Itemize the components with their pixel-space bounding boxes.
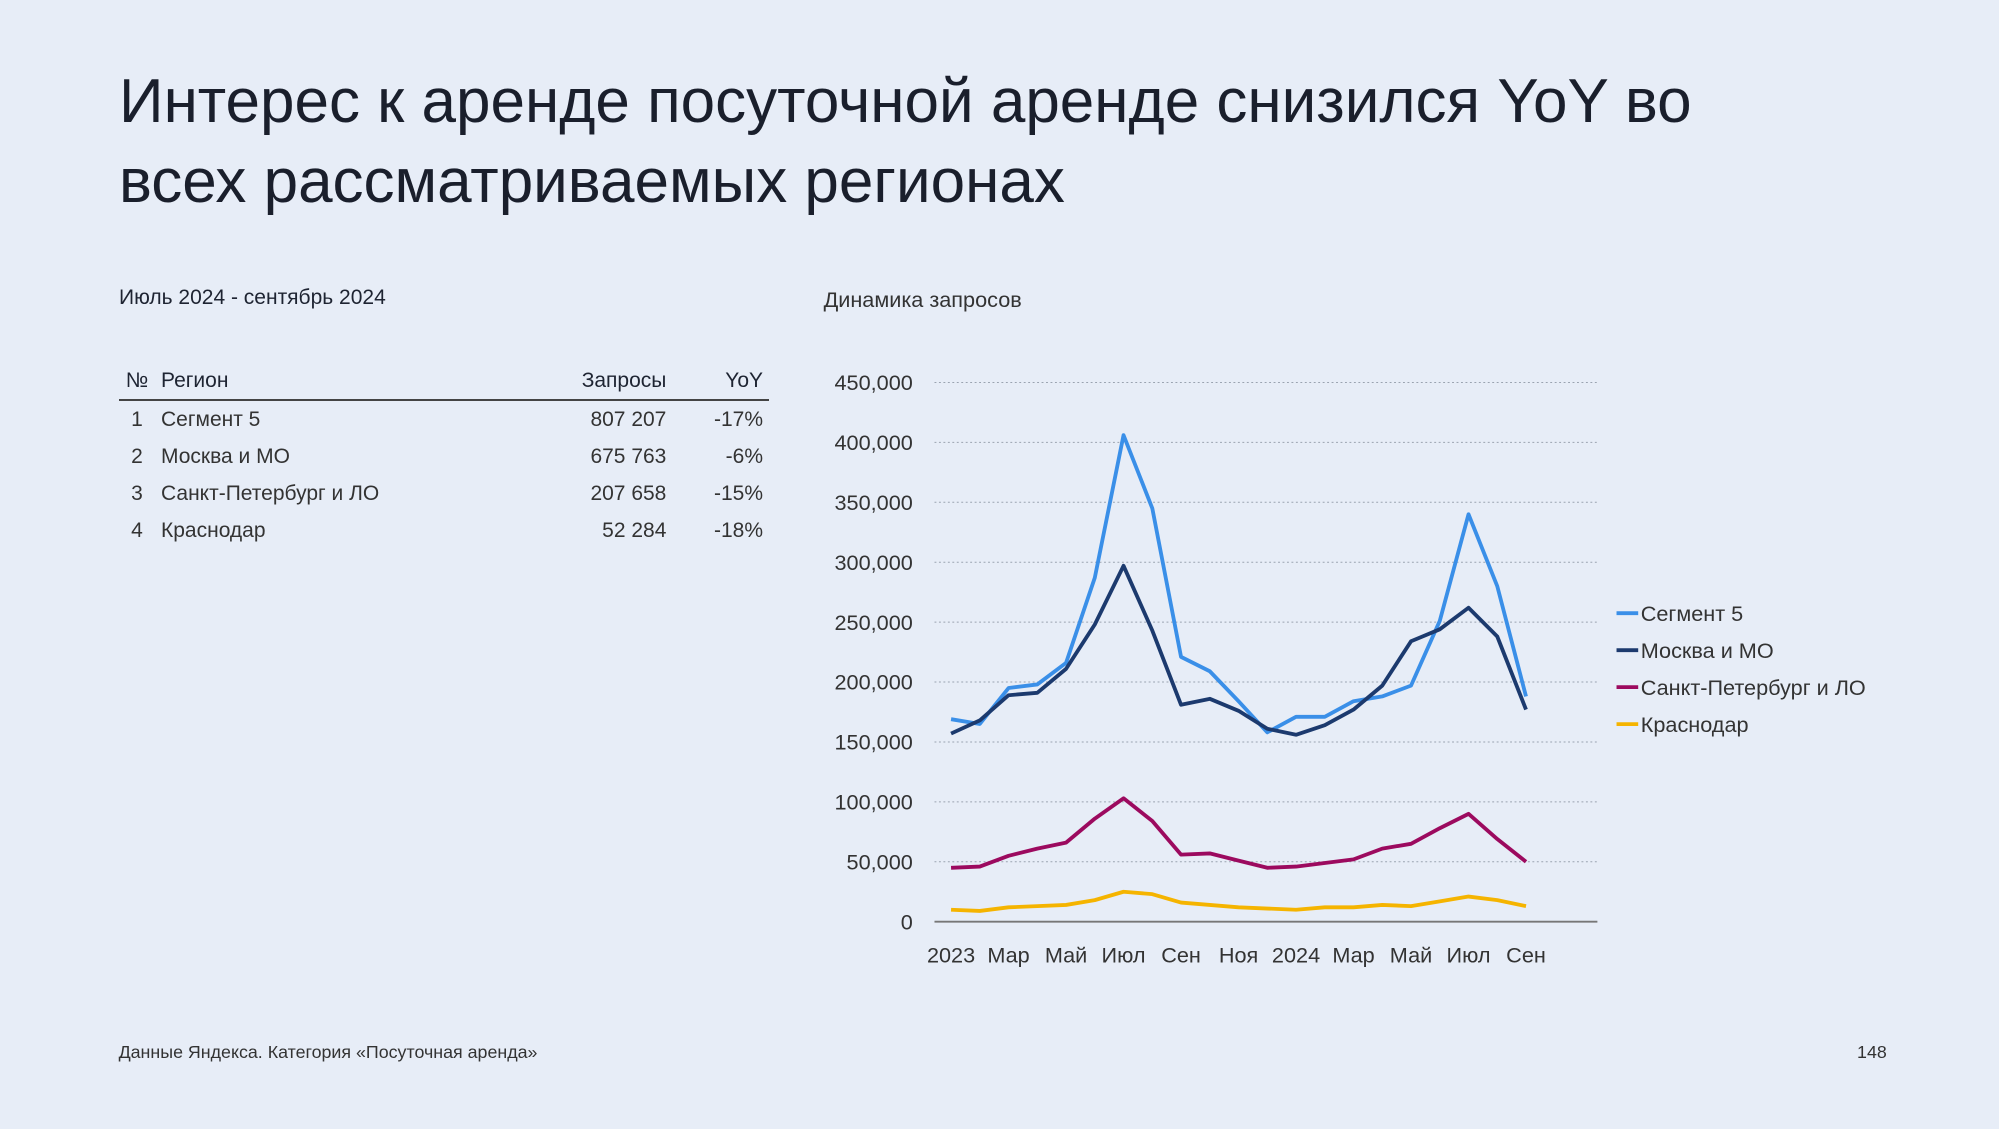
region-table: № Регион Запросы YoY 1 Сегмент 5 807 207 -17% 2 М… — [119, 363, 769, 549]
table-cell: Москва и МО — [161, 445, 290, 468]
table-cell: 4 — [131, 519, 143, 542]
x-tick-label: Ноя — [1219, 943, 1258, 968]
y-tick-label: 400,000 — [835, 430, 913, 455]
table-row: 1 Сегмент 5 807 207 -17% — [119, 400, 769, 438]
chart-title: Динамика запросов — [824, 287, 1022, 312]
legend-label: Санкт-Петербург и ЛО — [1641, 675, 1866, 700]
header-cell: YoY — [672, 363, 769, 401]
y-tick-label: 0 — [901, 909, 913, 934]
x-tick-label: Мар — [1332, 943, 1374, 968]
y-tick-label: 250,000 — [835, 610, 913, 635]
y-tick-label: 200,000 — [835, 670, 913, 695]
table-row: 4 Краснодар 52 284 -18% — [119, 512, 769, 549]
table-cell: 207 658 — [590, 482, 667, 505]
y-tick-label: 450,000 — [835, 370, 913, 395]
table-cell: 807 207 — [590, 408, 667, 431]
table-cell: 1 — [131, 408, 143, 431]
table-cell: Санкт-Петербург и ЛО — [161, 482, 380, 505]
x-tick-label: Сен — [1506, 943, 1546, 968]
y-tick-label: 300,000 — [835, 550, 913, 575]
page-number: 148 — [1857, 1042, 1887, 1062]
table-body: 1 Сегмент 5 807 207 -17% 2 Москва и МО 675 763… — [119, 400, 769, 549]
table-cell: -18% — [713, 519, 763, 542]
y-tick-label: 150,000 — [835, 730, 913, 755]
x-tick-label: Июл — [1102, 943, 1146, 968]
table-cell: -15% — [713, 482, 763, 505]
table-cell: 2 — [131, 445, 143, 468]
y-tick-label: 350,000 — [835, 490, 913, 515]
x-tick-label: Июл — [1447, 943, 1491, 968]
table-cell: -17% — [713, 408, 763, 431]
y-tick-label: 50,000 — [847, 849, 913, 874]
x-tick-label: Сен — [1161, 943, 1201, 968]
legend-label: Москва и МО — [1641, 638, 1774, 663]
header-cell: Запросы — [519, 363, 673, 401]
x-tick-label: Мар — [987, 943, 1029, 968]
table-subtitle: Июль 2024 - сентябрь 2024 — [119, 286, 386, 309]
title-line: всех рассматриваемых регионах — [119, 147, 1065, 216]
series-line — [950, 889, 1527, 913]
y-tick-label: 100,000 — [835, 790, 913, 815]
x-tick-label: 2024 — [1272, 943, 1320, 968]
table-row: 3 Санкт-Петербург и ЛО 207 658 -15% — [119, 475, 769, 512]
header-cell: № — [119, 363, 155, 401]
table-cell: 675 763 — [590, 445, 667, 468]
x-tick-label: 2023 — [927, 943, 975, 968]
legend-label: Сегмент 5 — [1641, 601, 1743, 626]
table-cell: 3 — [131, 482, 143, 505]
table-cell: Краснодар — [161, 519, 266, 542]
title-line: Интерес к аренде посуточной аренде снизи… — [119, 67, 1692, 136]
x-tick-label: Май — [1390, 943, 1432, 968]
footer-source: Данные Яндекса. Категория «Посуточная ар… — [119, 1042, 538, 1062]
slide-title: Интерес к аренде посуточной аренде снизи… — [119, 62, 1692, 222]
table-cell: Сегмент 5 — [161, 408, 261, 431]
table-row: 2 Москва и МО 675 763 -6% — [119, 438, 769, 475]
x-tick-label: Май — [1045, 943, 1087, 968]
series-line — [950, 433, 1528, 735]
series-line — [950, 796, 1528, 870]
legend-label: Краснодар — [1641, 712, 1749, 737]
series-line — [950, 563, 1528, 737]
table-header: № Регион Запросы YoY — [119, 363, 769, 401]
table-cell: -6% — [725, 445, 763, 468]
header-cell: Регион — [155, 363, 520, 401]
table-cell: 52 284 — [602, 519, 667, 542]
